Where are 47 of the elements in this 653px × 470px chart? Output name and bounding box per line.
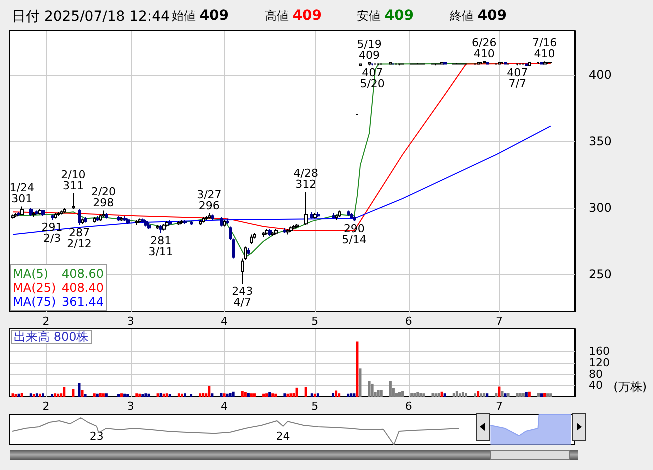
annotation: 4/28 312 [294, 167, 318, 192]
text: 高値 409 [265, 8, 322, 24]
y-tick-label: 40 [589, 379, 603, 392]
x-tick-label: 5 [312, 400, 319, 413]
x-tick-label: 3 [127, 400, 134, 413]
text: 安値 409 [357, 8, 414, 24]
x-tick-label: 2 [42, 400, 50, 413]
annotation: 281 3/11 [148, 234, 174, 258]
chart-title: 出来高 800株 [14, 330, 89, 344]
x-tick-label: 7 [496, 315, 503, 328]
annotation: 1/24 301 [10, 182, 34, 206]
x-tick-label: 6 [405, 315, 412, 328]
y-tick-label: 120 [589, 356, 610, 370]
annotation: 5/19 409 [357, 38, 382, 62]
text: MA(25) [13, 281, 56, 295]
text: 始値 409 [172, 8, 230, 24]
y-axis-title: (万株) [614, 380, 648, 394]
x-tick-label: 23 [90, 430, 104, 443]
y-tick-label: 80 [589, 368, 603, 381]
x-tick-label: 7 [496, 400, 503, 413]
annotation: 3/27 296 [197, 188, 222, 212]
y-tick-label: 350 [589, 134, 612, 149]
x-tick-label: 2 [42, 315, 50, 328]
y-tick-label: 250 [589, 268, 612, 282]
annotation: 2/20 298 [91, 186, 116, 210]
x-tick-label: 4 [221, 400, 228, 413]
text: MA(75) [13, 295, 56, 309]
annotation: 408.60 [62, 267, 104, 281]
annotation: 243 4/7 [232, 285, 254, 310]
annotation: 408.40 [62, 281, 104, 295]
text: MA(5) [13, 267, 49, 281]
x-tick-label: 3 [127, 315, 134, 328]
x-tick-label: 6 [405, 400, 412, 413]
x-tick-label: 5 [312, 315, 319, 328]
text: 日付 2025/07/18 12:44 [12, 9, 170, 25]
y-tick-label: 160 [589, 345, 610, 358]
x-tick-label: 24 [276, 430, 290, 443]
annotation: 361.44 [62, 295, 104, 309]
y-tick-label: 400 [589, 68, 612, 82]
x-tick-label: 4 [221, 315, 228, 328]
text: 終値 409 [449, 8, 508, 24]
annotation: 6/26 410 [472, 36, 497, 61]
y-tick-label: 300 [589, 201, 612, 216]
annotation: 407 7/7 [507, 66, 528, 91]
annotation: 287 2/12 [67, 226, 92, 250]
annotation: 2/10 311 [61, 168, 86, 192]
annotation: 7/16 410 [532, 36, 558, 61]
